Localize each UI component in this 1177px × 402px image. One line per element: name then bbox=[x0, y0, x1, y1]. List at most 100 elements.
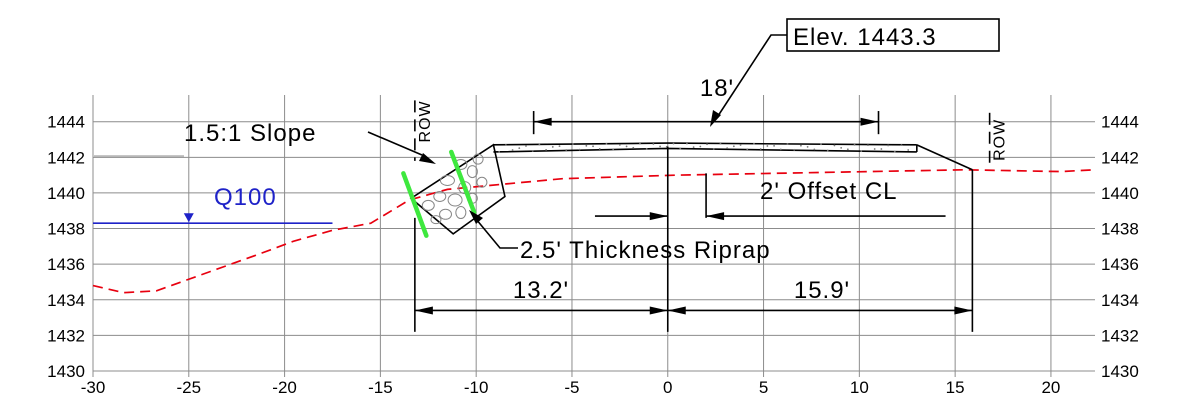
pavement-texture-dot bbox=[907, 149, 910, 151]
pavement-texture-dot bbox=[538, 143, 541, 146]
dim-label-15-9: 15.9' bbox=[794, 277, 850, 304]
pavement-texture-dot bbox=[820, 143, 822, 146]
y-tick-label-left: 1444 bbox=[47, 113, 85, 132]
pavement-texture-dot bbox=[853, 143, 856, 146]
riprap-stone bbox=[476, 176, 488, 188]
tick-labels: 1430 1430 1432 1432 1434 1434 1436 1436 1438 1438… bbox=[47, 113, 1139, 397]
pavement-texture-dot bbox=[692, 146, 695, 149]
arrowhead-icon bbox=[954, 306, 973, 315]
pavement-texture-dot bbox=[511, 149, 514, 151]
y-tick-label-right: 1442 bbox=[1101, 148, 1139, 167]
riprap-stone bbox=[421, 199, 435, 211]
x-tick-label: 20 bbox=[1041, 378, 1060, 397]
y-tick-label-right: 1440 bbox=[1101, 184, 1139, 203]
pavement-texture-dot bbox=[639, 142, 641, 145]
slope-label: 1.5:1 Slope bbox=[184, 120, 316, 147]
arrowhead-icon bbox=[860, 117, 879, 126]
riprap-stone bbox=[433, 190, 447, 202]
pavement-texture-dot bbox=[585, 144, 588, 147]
arrowhead-icon bbox=[706, 212, 725, 221]
arrowhead-icon bbox=[649, 306, 668, 315]
riprap-stone bbox=[439, 208, 453, 220]
pavement-texture-dot bbox=[498, 150, 501, 153]
dim-label-offset: 2' Offset CL bbox=[760, 178, 898, 205]
y-tick-label-right: 1434 bbox=[1101, 291, 1139, 310]
grid bbox=[92, 95, 1095, 377]
arrowhead-icon bbox=[710, 110, 721, 127]
pavement-texture-dot bbox=[806, 145, 809, 148]
y-tick-label-right: 1444 bbox=[1101, 113, 1139, 132]
pavement-texture-dot bbox=[652, 143, 655, 145]
pavement-texture-dot bbox=[746, 148, 749, 151]
riprap-embankment bbox=[409, 143, 506, 235]
pavement-texture-dot bbox=[618, 143, 621, 146]
pavement-texture-dot bbox=[739, 144, 742, 146]
pavement-texture-dot bbox=[887, 144, 889, 147]
road-surface-bottom bbox=[493, 147, 917, 153]
q100-label: Q100 bbox=[214, 184, 277, 211]
pavement-texture-dot bbox=[793, 148, 796, 151]
right-shoulder-slope bbox=[916, 144, 973, 171]
pavement-texture-dot bbox=[880, 148, 883, 150]
riprap-stone bbox=[466, 165, 478, 179]
pavement-texture-dot bbox=[578, 148, 581, 151]
dim-label-13-2: 13.2' bbox=[513, 277, 569, 304]
pavement-texture-dot bbox=[686, 142, 688, 145]
pavement-texture-dot bbox=[518, 147, 521, 150]
y-tick-label-left: 1438 bbox=[47, 220, 85, 239]
pavement-texture-dot bbox=[592, 145, 594, 148]
arrowhead-icon bbox=[414, 306, 433, 315]
existing-ground-line bbox=[92, 168, 1096, 294]
pavement-texture-dot bbox=[558, 145, 561, 148]
y-tick-label-left: 1440 bbox=[47, 184, 85, 203]
section-geometry bbox=[92, 100, 1096, 332]
y-tick-label-left: 1436 bbox=[47, 255, 85, 274]
pavement-texture-dot bbox=[840, 147, 843, 149]
x-tick-label: -10 bbox=[464, 378, 489, 397]
x-tick-label: -5 bbox=[564, 378, 579, 397]
water-level-marker-icon bbox=[183, 213, 194, 223]
y-tick-label-right: 1438 bbox=[1101, 220, 1139, 239]
pavement-texture-dot bbox=[598, 148, 601, 150]
pavement-texture-dot bbox=[605, 142, 608, 145]
y-tick-label-left: 1442 bbox=[47, 148, 85, 167]
x-tick-label: -25 bbox=[177, 378, 202, 397]
green-marker bbox=[401, 171, 429, 238]
x-tick-label: -30 bbox=[81, 378, 106, 397]
dim-label-18: 18' bbox=[700, 75, 734, 102]
dimensions bbox=[414, 117, 973, 315]
pavement-texture-dot bbox=[800, 144, 802, 147]
pavement-texture-dot bbox=[826, 149, 829, 152]
pavement-texture-dot bbox=[679, 147, 682, 150]
y-tick-label-left: 1434 bbox=[47, 291, 85, 310]
riprap-stone bbox=[447, 193, 463, 207]
riprap-stone bbox=[430, 215, 442, 225]
pavement-texture-dot bbox=[773, 145, 775, 147]
y-tick-label-left: 1432 bbox=[47, 326, 85, 345]
pavement-texture-dot bbox=[525, 145, 527, 147]
arrowhead-icon bbox=[667, 306, 686, 315]
elevation-box bbox=[786, 18, 1000, 52]
x-tick-label: -20 bbox=[272, 378, 297, 397]
x-tick-label: -15 bbox=[368, 378, 393, 397]
green-marker bbox=[449, 149, 477, 215]
riprap-stone bbox=[472, 153, 484, 165]
pavement-texture-dot bbox=[726, 147, 729, 150]
annotations: ROW ROW 18' 13.2' 15.9' 2' Offset CL Elev. 144… bbox=[94, 18, 1009, 304]
pavement-texture-dot bbox=[632, 146, 635, 149]
x-tick-label: 15 bbox=[946, 378, 965, 397]
y-tick-label-right: 1430 bbox=[1101, 362, 1139, 381]
pavement-texture-dot bbox=[719, 142, 722, 145]
row-label: ROW bbox=[992, 119, 1009, 161]
pavement-texture-dot bbox=[867, 144, 869, 147]
pavement-texture-dot bbox=[753, 142, 755, 145]
arrowhead-icon bbox=[419, 153, 436, 164]
pavement-texture-dot bbox=[545, 149, 548, 151]
pavement-texture-dot bbox=[779, 148, 782, 151]
arrowhead-icon bbox=[649, 212, 668, 221]
pavement-texture-dot bbox=[732, 145, 735, 148]
pavement-texture-dot bbox=[625, 145, 628, 148]
pavement-texture-dot bbox=[699, 145, 702, 148]
pavement-texture-dot bbox=[786, 143, 789, 145]
